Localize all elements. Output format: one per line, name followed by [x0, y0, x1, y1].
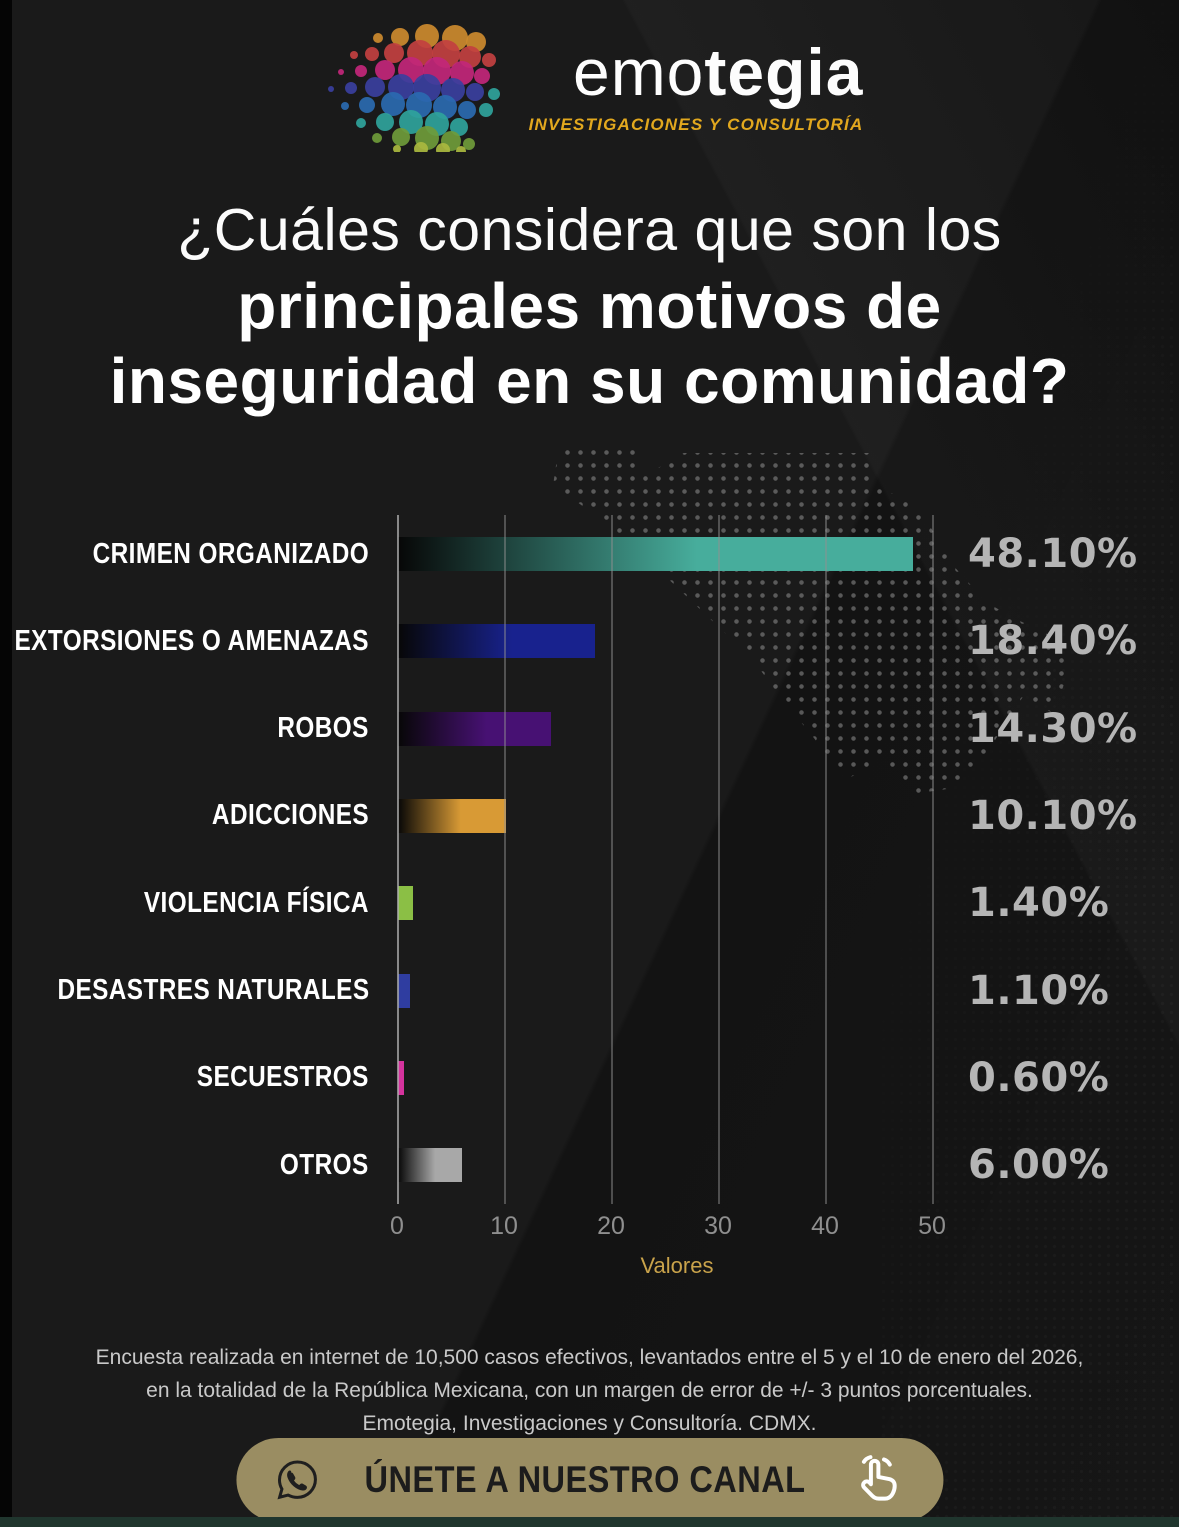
- x-tick-label-20: 20: [597, 1212, 625, 1240]
- bar-2: [398, 711, 551, 746]
- methodology-line-1: Encuesta realizada en internet de 10,500…: [95, 1346, 1084, 1369]
- x-tick-label-50: 50: [918, 1212, 946, 1240]
- gridline-10: [504, 515, 506, 1204]
- category-label-3: ADICCIONES: [211, 799, 369, 832]
- title-line-3: inseguridad en su comunidad?: [109, 344, 1070, 417]
- methodology-line-2: en la totalidad de la República Mexicana…: [146, 1378, 1033, 1402]
- bar-4: [398, 886, 413, 921]
- bar-chart: CRIMEN ORGANIZADO EXTORSIONES O AMENAZAS R…: [0, 515, 1179, 1295]
- whatsapp-icon: [276, 1460, 317, 1500]
- category-label-5: DESASTRES NATURALES: [56, 974, 369, 1006]
- value-label-3: 10.10%: [968, 792, 1138, 839]
- value-label-7: 6.00%: [968, 1142, 1110, 1189]
- x-tick-label-30: 30: [704, 1212, 732, 1240]
- emotegia-logo-icon: [327, 24, 500, 152]
- category-label-7: OTROS: [280, 1148, 369, 1181]
- brand-name: emotegia: [573, 35, 864, 109]
- bar-1: [398, 624, 595, 659]
- x-tick-label-10: 10: [490, 1212, 518, 1240]
- logo-wordmark: emotegia INVESTIGACIONES Y CONSULTORÍA: [529, 39, 864, 135]
- value-label-4: 1.40%: [968, 880, 1110, 927]
- category-label-0: CRIMEN ORGANIZADO: [92, 537, 369, 570]
- title-line-2: principales motivos de: [237, 269, 942, 342]
- value-labels: 48.10% 18.40% 14.30% 10.10% 1.40% 1.10% 0.60% 6…: [968, 515, 1179, 1235]
- bottom-accent-strip: [0, 1517, 1179, 1527]
- value-label-6: 0.60%: [968, 1054, 1110, 1101]
- category-label-1: EXTORSIONES O AMENAZAS: [14, 624, 369, 657]
- gridline-50: [932, 515, 934, 1204]
- title-line-1: ¿Cuáles considera que son los: [177, 197, 1002, 263]
- left-edge-strip: [0, 0, 12, 1527]
- join-channel-button[interactable]: ÚNETE A NUESTRO CANAL: [235, 1438, 944, 1522]
- x-tick-label-0: 0: [390, 1212, 404, 1240]
- x-axis-title: Valores: [640, 1253, 714, 1278]
- bar-0: [398, 537, 913, 571]
- value-label-1: 18.40%: [968, 618, 1138, 665]
- gridline-0: [397, 515, 399, 1204]
- page-title: ¿Cuáles considera que son los principale…: [0, 192, 1179, 418]
- category-labels: CRIMEN ORGANIZADO EXTORSIONES O AMENAZAS R…: [0, 515, 383, 1235]
- category-label-6: SECUESTROS: [196, 1061, 369, 1094]
- x-axis-ticks: 0 10 20 30 40 50: [390, 1212, 989, 1242]
- bar-3: [398, 798, 507, 833]
- background-dot-texture: [879, 0, 1179, 1527]
- plot-area: [397, 515, 989, 1204]
- bar-7: [398, 1148, 463, 1183]
- value-label-0: 48.10%: [968, 531, 1138, 577]
- bar-5: [398, 973, 410, 1008]
- category-label-4: VIOLENCIA FÍSICA: [143, 886, 369, 919]
- gridline-30: [718, 515, 720, 1204]
- join-channel-label: ÚNETE A NUESTRO CANAL: [364, 1459, 805, 1500]
- category-label-2: ROBOS: [277, 712, 369, 745]
- methodology-line-3: Emotegia, Investigaciones y Consultoría.…: [362, 1411, 817, 1435]
- value-label-2: 14.30%: [968, 705, 1138, 752]
- gridline-20: [611, 515, 613, 1204]
- gridline-40: [825, 515, 827, 1204]
- click-hand-icon: [860, 1455, 897, 1501]
- brand-subtitle: INVESTIGACIONES Y CONSULTORÍA: [528, 115, 864, 134]
- header-logo: emotegia INVESTIGACIONES Y CONSULTORÍA: [0, 22, 1179, 152]
- x-tick-label-40: 40: [811, 1212, 839, 1240]
- value-label-5: 1.10%: [968, 967, 1110, 1014]
- bar-6: [398, 1060, 405, 1095]
- methodology-note: Encuesta realizada en internet de 10,500…: [0, 1342, 1179, 1441]
